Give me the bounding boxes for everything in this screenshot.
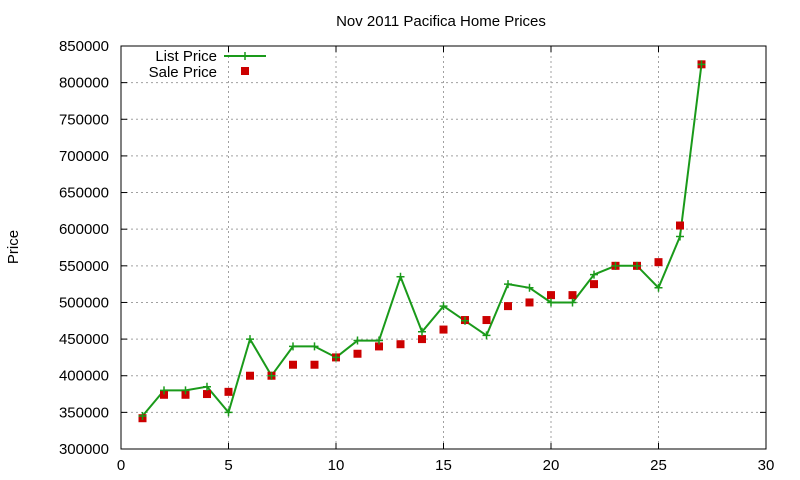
x-tick-label: 15 xyxy=(435,457,452,474)
y-tick-label: 450000 xyxy=(59,331,109,348)
list-price-point xyxy=(611,261,620,270)
list-price-point xyxy=(525,283,534,292)
legend-marker-sale-price xyxy=(241,67,249,75)
list-price-point xyxy=(289,342,297,351)
series-line-list-price xyxy=(141,64,703,417)
list-price-point xyxy=(246,335,254,344)
list-price-point xyxy=(547,298,555,307)
y-tick-label: 300000 xyxy=(59,441,109,458)
sale-price-point xyxy=(310,360,319,369)
tick-layer xyxy=(120,45,767,450)
y-axis-label: Price xyxy=(5,230,22,264)
y-tick-label: 600000 xyxy=(59,221,109,238)
label-layer: 300000 350000 400000 450000 500000 550000 6000… xyxy=(59,38,774,474)
legend: List Price Sale Price xyxy=(149,48,266,81)
list-price-point xyxy=(181,386,190,395)
x-tick-label: 0 xyxy=(117,457,125,474)
sale-price-point xyxy=(396,340,405,349)
legend-label-list-price: List Price xyxy=(155,48,217,65)
sale-price-point xyxy=(353,349,362,358)
list-price-point xyxy=(654,283,663,292)
x-tick-label: 25 xyxy=(650,457,667,474)
x-tick-label: 5 xyxy=(224,457,232,474)
list-price-point xyxy=(310,342,319,351)
list-price-point xyxy=(482,331,491,340)
sale-price-point xyxy=(289,360,297,369)
list-price-point xyxy=(332,353,340,362)
legend-label-sale-price: Sale Price xyxy=(149,64,217,81)
list-price-point xyxy=(568,298,577,307)
sale-price-point xyxy=(590,280,598,289)
y-tick-label: 400000 xyxy=(59,368,109,385)
sale-price-point xyxy=(181,390,190,399)
sale-price-point xyxy=(224,387,233,396)
sale-price-point xyxy=(439,325,448,334)
sale-price-point xyxy=(547,291,555,300)
sale-price-point xyxy=(482,316,491,325)
sale-price-point xyxy=(203,390,211,399)
y-tick-label: 850000 xyxy=(59,38,109,55)
list-price-point xyxy=(418,327,426,336)
list-price-point xyxy=(375,336,383,345)
list-price-point xyxy=(697,60,706,69)
sale-price-point xyxy=(246,371,254,380)
x-tick-label: 10 xyxy=(328,457,345,474)
list-price-point xyxy=(267,371,276,380)
y-tick-label: 500000 xyxy=(59,294,109,311)
list-price-point xyxy=(633,261,641,270)
sale-price-point xyxy=(654,258,663,267)
sale-price-point xyxy=(676,221,684,230)
y-tick-label: 750000 xyxy=(59,111,109,128)
series-layer xyxy=(138,60,706,423)
list-price-point xyxy=(224,408,233,417)
x-tick-label: 20 xyxy=(543,457,560,474)
y-tick-label: 800000 xyxy=(59,75,109,92)
y-tick-label: 700000 xyxy=(59,148,109,165)
sale-price-point xyxy=(375,342,383,351)
list-price-point xyxy=(396,272,405,281)
chart-title: Nov 2011 Pacifica Home Prices xyxy=(336,13,546,30)
list-price-point xyxy=(676,232,684,241)
legend-marker-list-price xyxy=(241,52,249,60)
list-price-point xyxy=(439,302,448,311)
list-price-point xyxy=(353,336,362,345)
sale-price-point xyxy=(418,335,426,344)
y-tick-label: 550000 xyxy=(59,258,109,275)
y-tick-label: 350000 xyxy=(59,404,109,421)
grid-layer xyxy=(121,46,766,449)
list-price-point xyxy=(160,386,168,395)
list-price-point xyxy=(590,270,598,279)
sale-price-point xyxy=(160,390,168,399)
sale-price-point xyxy=(504,302,512,311)
x-tick-label: 30 xyxy=(758,457,775,474)
list-price-point xyxy=(138,412,147,421)
list-price-point xyxy=(461,316,469,325)
sale-price-point xyxy=(525,298,534,307)
list-price-point xyxy=(203,382,211,391)
sale-price-point xyxy=(568,291,577,300)
y-tick-label: 650000 xyxy=(59,185,109,202)
list-price-point xyxy=(504,280,512,289)
